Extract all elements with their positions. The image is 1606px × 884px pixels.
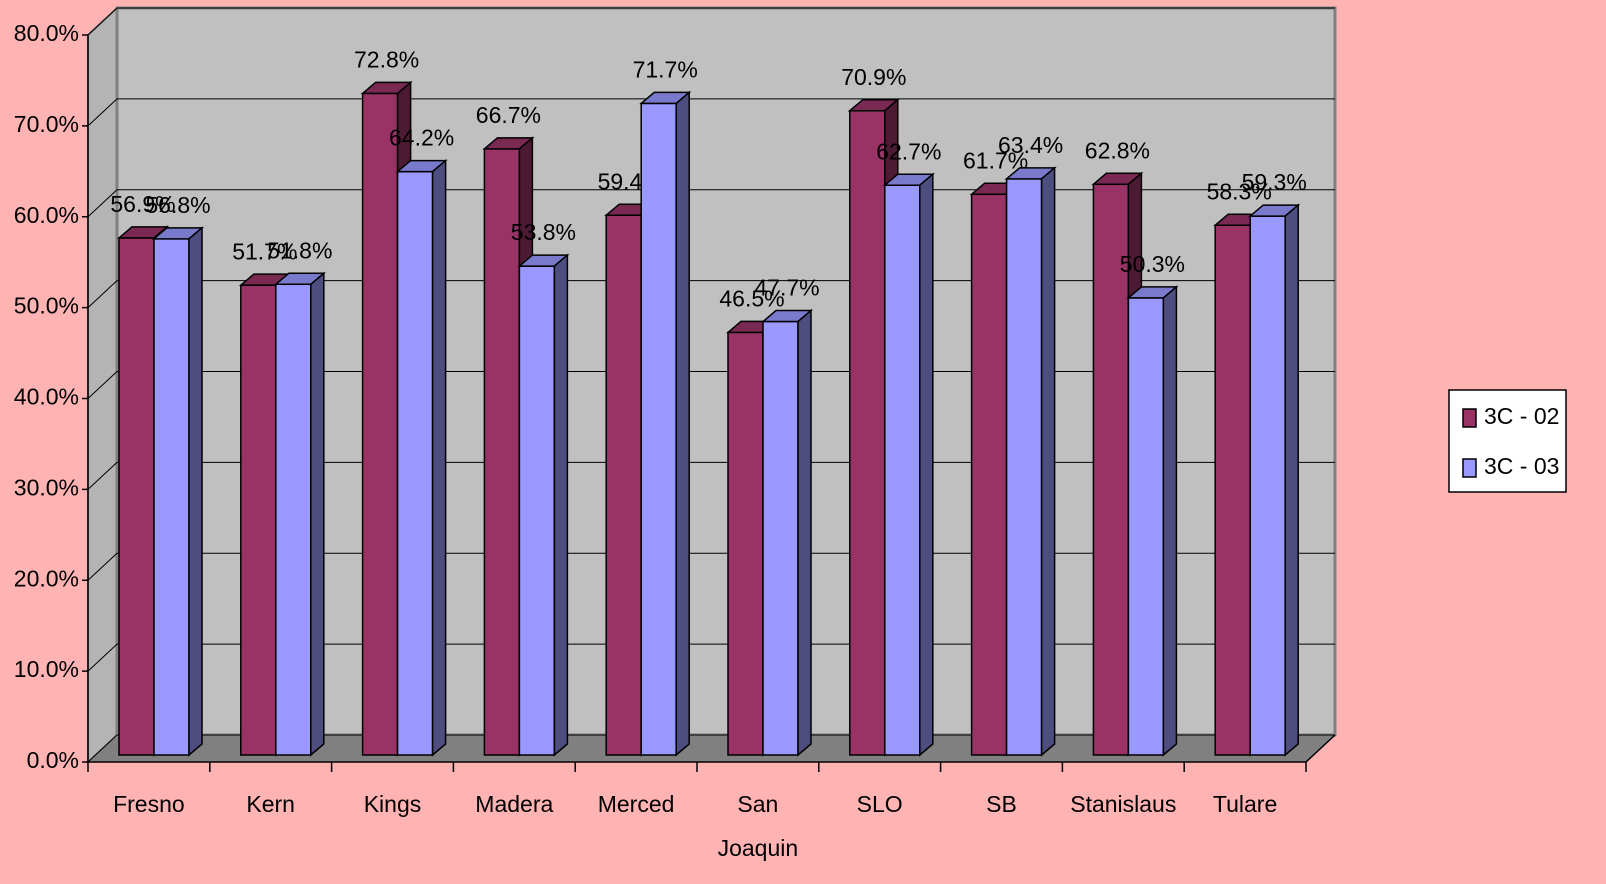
value-label: 56.8% xyxy=(145,192,210,218)
bar-side xyxy=(919,172,934,757)
value-label: 56.9% xyxy=(110,191,175,217)
floor-edge xyxy=(1305,734,1336,763)
bar-side xyxy=(1162,285,1178,757)
grid-line xyxy=(87,371,118,399)
value-label: 46.5% xyxy=(719,286,784,312)
x-tick-label: Tulare xyxy=(1212,791,1278,817)
value-label: 70.9% xyxy=(841,64,906,90)
bar xyxy=(970,193,1008,756)
y-tick-label: 80.0% xyxy=(14,20,79,46)
x-tick-label: Kern xyxy=(246,791,295,817)
legend-label: 3C - 03 xyxy=(1484,453,1559,479)
grid-line xyxy=(87,643,118,672)
bar-side xyxy=(1040,166,1056,757)
bar xyxy=(1249,215,1286,756)
grid-line xyxy=(87,98,118,127)
value-label: 66.7% xyxy=(476,102,541,128)
bar xyxy=(1127,297,1165,756)
y-tick-label: 40.0% xyxy=(14,384,79,410)
y-tick-label: 30.0% xyxy=(14,474,79,500)
bar xyxy=(640,102,677,756)
grid-line xyxy=(87,280,118,308)
value-label: 51.7% xyxy=(232,238,297,264)
value-label: 47.7% xyxy=(754,275,819,301)
legend-swatch xyxy=(1462,458,1477,478)
bar-side xyxy=(431,158,447,757)
value-label: 58.3% xyxy=(1207,178,1272,204)
y-tick-label: 70.0% xyxy=(14,111,79,137)
x-tick-label: Stanislaus xyxy=(1070,791,1177,817)
bar-side xyxy=(310,271,325,757)
bar xyxy=(275,283,312,756)
value-label: 64.2% xyxy=(389,125,454,151)
value-label: 53.8% xyxy=(511,219,576,245)
value-label: 59.3% xyxy=(1242,169,1307,195)
bar xyxy=(118,237,155,756)
bar xyxy=(1214,224,1251,756)
bar xyxy=(153,238,190,756)
bar xyxy=(240,284,277,756)
bar xyxy=(884,184,921,756)
bar-side xyxy=(188,226,203,757)
bar xyxy=(518,265,556,756)
bar xyxy=(727,331,764,756)
value-label: 62.8% xyxy=(1085,137,1150,163)
x-tick-label: Merced xyxy=(597,791,675,817)
bar xyxy=(849,109,886,756)
grid-line xyxy=(87,7,118,36)
grid-line xyxy=(87,552,118,581)
x-tick-label: San Joaquin xyxy=(717,791,799,861)
value-label: 62.7% xyxy=(876,138,941,164)
y-tick-label: 20.0% xyxy=(14,565,79,591)
x-tick-label: SLO xyxy=(856,791,903,817)
y-tick-label: 0.0% xyxy=(27,747,79,773)
legend-label: 3C - 02 xyxy=(1484,403,1559,429)
bar-side xyxy=(675,90,690,757)
bar-side xyxy=(553,253,569,757)
x-tick-label: Kings xyxy=(363,791,422,817)
bar-side xyxy=(797,308,812,757)
bar xyxy=(1005,178,1043,756)
legend-swatch xyxy=(1462,408,1477,428)
x-tick-label: Fresno xyxy=(113,791,185,817)
bar xyxy=(605,214,642,756)
value-label: 51.8% xyxy=(267,237,332,263)
grid-line xyxy=(87,462,118,490)
y-tick-label: 10.0% xyxy=(14,656,79,682)
y-tick-label: 60.0% xyxy=(14,202,79,228)
grid-line xyxy=(87,189,118,218)
x-tick-label: Madera xyxy=(475,791,554,817)
bar xyxy=(762,320,799,756)
bar xyxy=(361,92,399,756)
bar xyxy=(396,170,434,756)
grid-line xyxy=(87,734,118,763)
x-tick-label: SB xyxy=(986,791,1017,817)
value-label: 71.7% xyxy=(633,57,698,83)
y-tick-label: 50.0% xyxy=(14,293,79,319)
bar-side xyxy=(1284,203,1299,757)
value-label: 63.4% xyxy=(998,132,1063,158)
value-label: 50.3% xyxy=(1120,251,1185,277)
value-label: 72.8% xyxy=(354,47,419,73)
